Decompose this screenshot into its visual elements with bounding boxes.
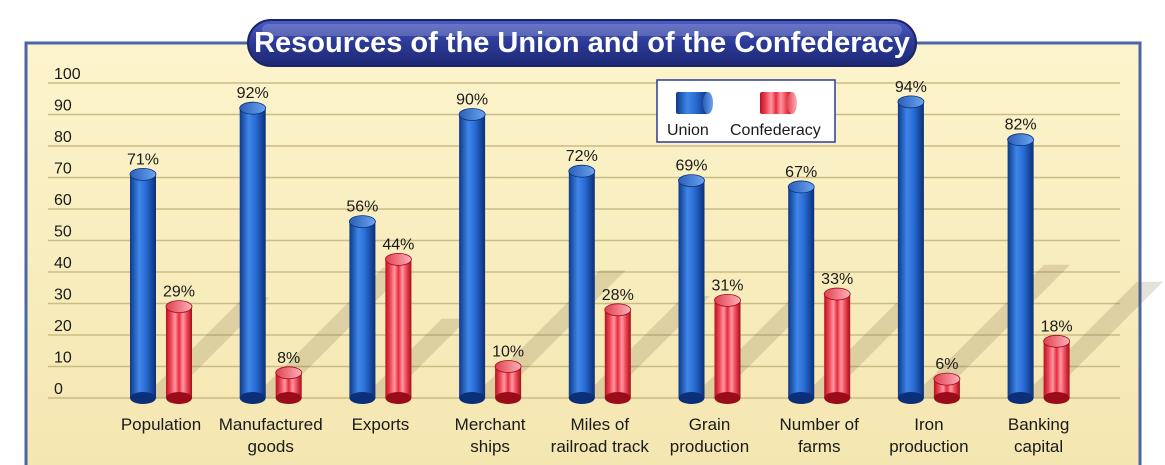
- confederacy-value-label: 31%: [711, 277, 743, 294]
- confederacy-value-label: 18%: [1041, 318, 1073, 335]
- union-bar: [348, 215, 376, 404]
- y-axis: 0 10 20 30 40 50 60 70 80 90 100: [54, 66, 81, 398]
- legend: Union Confederacy: [656, 79, 836, 143]
- union-value-label: 82%: [1005, 117, 1037, 134]
- legend-union-swatch: [676, 92, 713, 114]
- confederacy-bar: [823, 287, 851, 404]
- data-labels: 71% 92% 56% 90% 72% 69% 67% 94% 82% 29% 8% 44% 10% 28…: [127, 79, 1073, 373]
- bars: [129, 95, 1070, 404]
- confederacy-value-label: 6%: [935, 356, 958, 373]
- union-value-label: 72%: [566, 148, 598, 165]
- union-bar: [1007, 133, 1034, 404]
- y-tick-label: 50: [54, 224, 72, 241]
- title-pill: [247, 19, 917, 67]
- union-value-label: 94%: [895, 79, 927, 96]
- confederacy-value-label: 28%: [602, 287, 634, 304]
- union-value-label: 92%: [237, 85, 269, 102]
- union-value-label: 56%: [346, 199, 378, 216]
- confederacy-bar: [933, 372, 961, 404]
- confederacy-value-label: 8%: [277, 350, 300, 367]
- x-tick-label: Population: [121, 415, 201, 434]
- y-tick-label: 20: [54, 318, 72, 335]
- union-value-label: 69%: [675, 158, 707, 175]
- confederacy-bar: [714, 293, 741, 404]
- confederacy-bar: [494, 360, 522, 404]
- x-tick-label: Manufactured goods: [219, 415, 323, 456]
- legend-union-label: Union: [667, 122, 709, 139]
- union-bar: [129, 167, 157, 404]
- union-bar: [678, 174, 705, 404]
- x-tick-label: Grain production: [670, 415, 749, 456]
- confederacy-bar: [1043, 334, 1070, 404]
- x-tick-label: Iron production: [889, 415, 968, 456]
- union-bar: [787, 180, 815, 404]
- union-value-label: 67%: [785, 164, 817, 181]
- title-banner: Resources of the Union and of the Confed…: [247, 19, 917, 67]
- chart-title: Resources of the Union and of the Confed…: [254, 27, 910, 59]
- legend-confederacy-swatch: [760, 92, 797, 114]
- y-tick-label: 90: [54, 98, 72, 115]
- y-tick-label: 40: [54, 255, 72, 272]
- x-axis: Population Manufactured goods Exports Mercha…: [121, 415, 1069, 456]
- y-tick-label: 0: [54, 381, 63, 398]
- x-tick-label: Miles of railroad track: [551, 415, 650, 456]
- y-tick-label: 70: [54, 161, 72, 178]
- x-tick-label: Merchant ships: [455, 415, 526, 456]
- y-tick-label: 30: [54, 287, 72, 304]
- confederacy-bar: [604, 303, 632, 404]
- legend-confederacy-label: Confederacy: [730, 122, 821, 139]
- y-tick-label: 10: [54, 350, 72, 367]
- confederacy-value-label: 29%: [163, 284, 195, 301]
- confederacy-bar: [384, 252, 412, 404]
- y-tick-label: 80: [54, 129, 72, 146]
- confederacy-bar: [275, 366, 303, 404]
- union-bar: [568, 164, 596, 404]
- y-tick-label: 60: [54, 192, 72, 209]
- confederacy-value-label: 33%: [821, 271, 853, 288]
- confederacy-value-label: 44%: [382, 236, 414, 253]
- x-tick-label: Number of farms: [780, 415, 860, 456]
- union-bar: [897, 95, 925, 404]
- y-tick-label: 100: [54, 66, 81, 83]
- union-value-label: 90%: [456, 92, 488, 109]
- confederacy-value-label: 10%: [492, 344, 524, 361]
- x-tick-label: Banking capital: [1008, 415, 1069, 456]
- x-tick-label: Exports: [352, 415, 410, 434]
- union-bar: [239, 101, 267, 404]
- union-bar: [458, 108, 486, 404]
- union-value-label: 71%: [127, 151, 159, 168]
- confederacy-bar: [165, 300, 193, 404]
